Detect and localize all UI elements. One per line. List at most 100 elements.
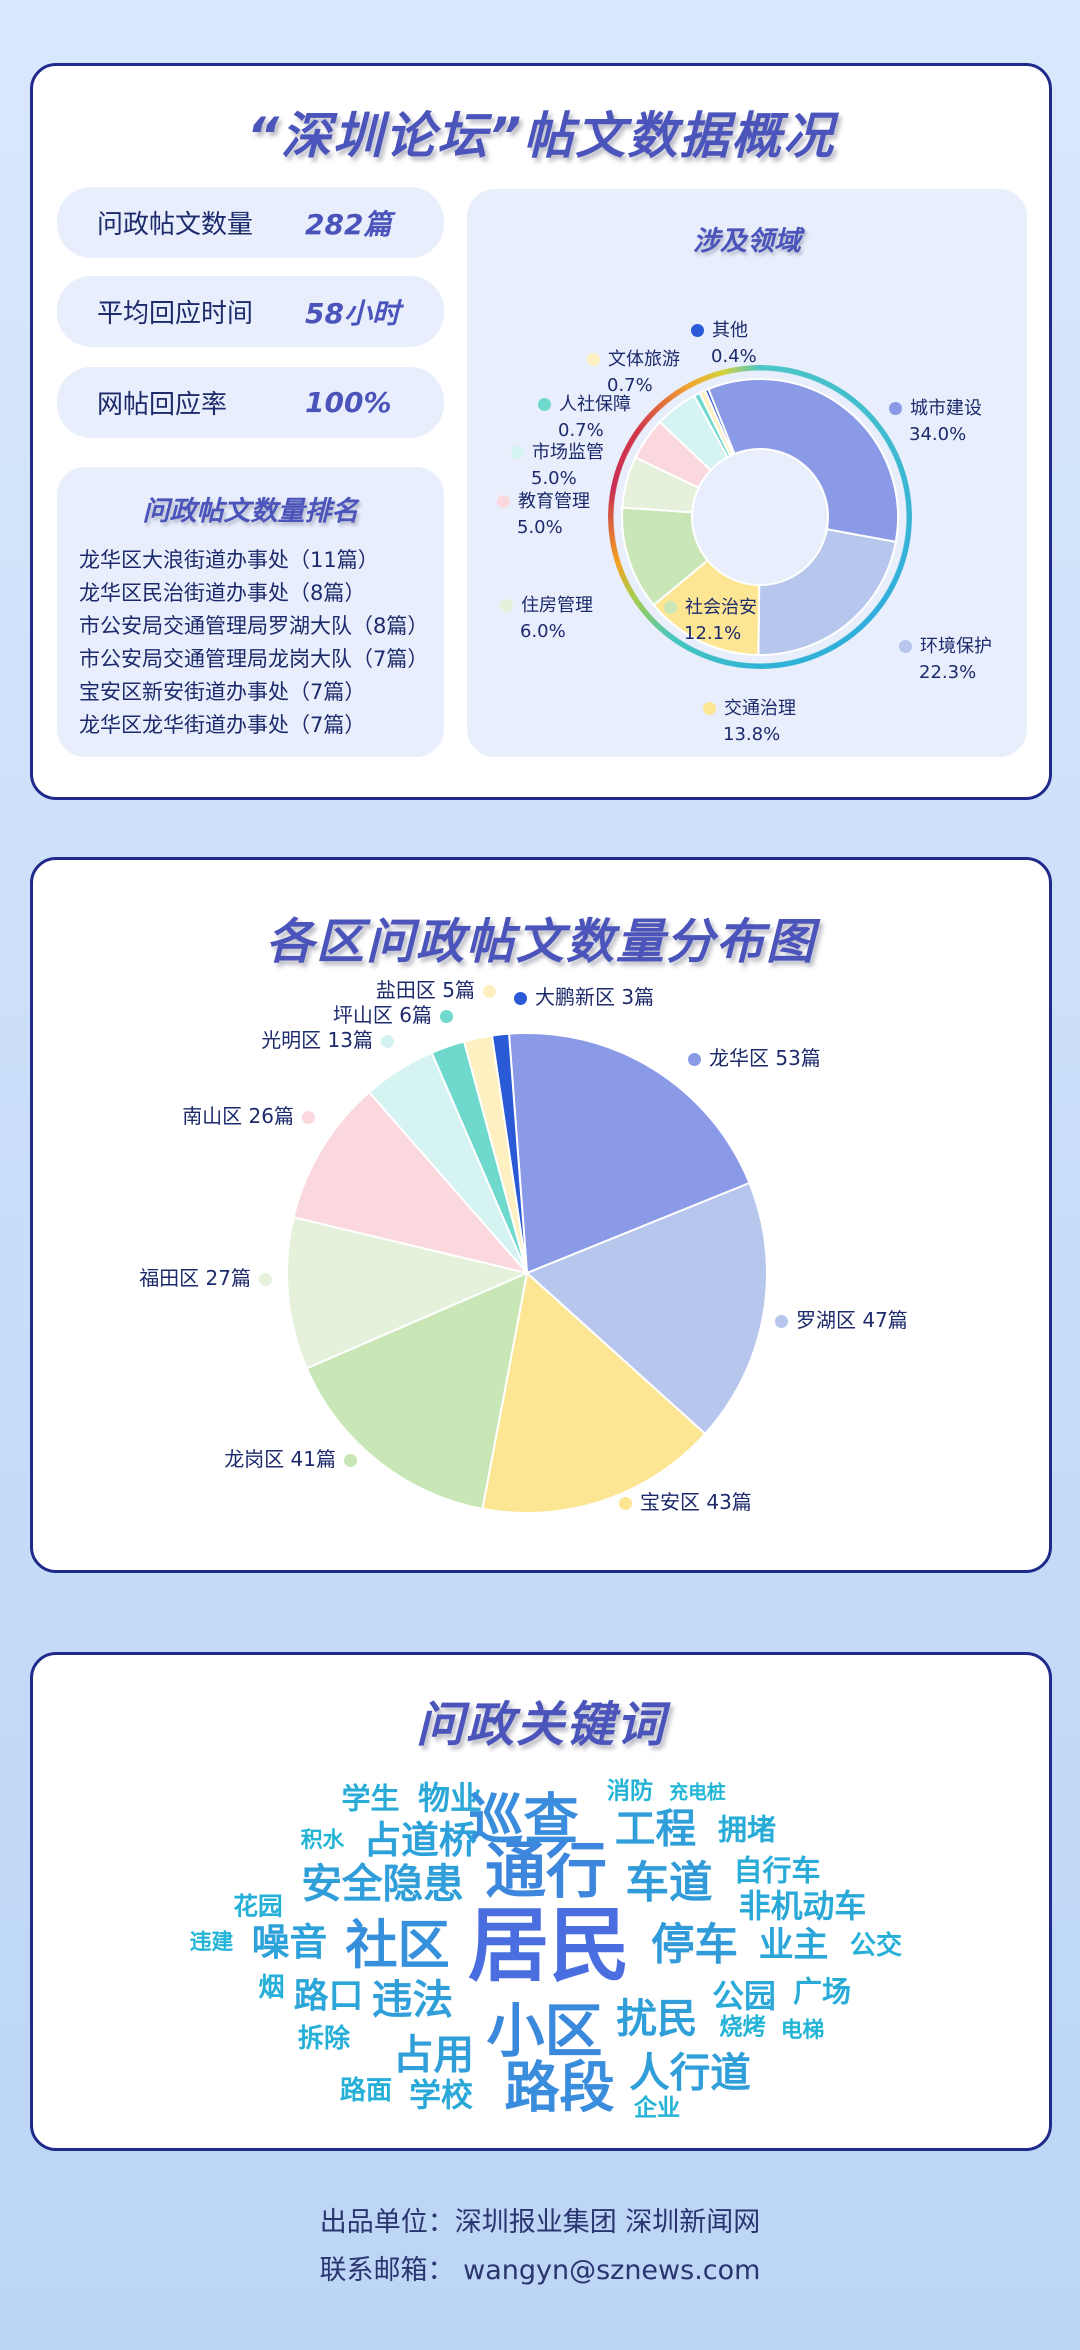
legend-dot — [259, 1273, 272, 1286]
district-label: 南山区 26篇 — [182, 1104, 323, 1128]
domain-label-name: 环境保护 — [920, 636, 992, 657]
district-label: 龙华区 53篇 — [680, 1046, 821, 1070]
ranking-panel: 问政帖文数量排名 龙华区大浪街道办事处（11篇） 龙华区民治街道办事处（8篇） 市公… — [57, 467, 444, 757]
stat-label: 问政帖文数量 — [97, 210, 254, 240]
keyword: 停车 — [651, 1919, 738, 1970]
keyword: 扰民 — [616, 1994, 698, 2043]
stat-label: 网帖回应率 — [97, 390, 228, 420]
legend-dot — [440, 1010, 453, 1023]
keyword: 拥堵 — [717, 1812, 777, 1847]
domain-label-name: 其他 — [712, 320, 748, 341]
domain-label: 文体旅游 0.7% — [587, 347, 680, 399]
legend-dot — [538, 398, 551, 411]
keyword: 违法 — [371, 1975, 454, 2024]
keyword: 车道 — [625, 1858, 713, 1909]
keyword: 人行道 — [629, 2048, 751, 2097]
district-label: 罗湖区 47篇 — [767, 1308, 908, 1332]
legend-dot — [664, 601, 677, 614]
keyword: 违建 — [189, 1929, 234, 1955]
district-label-text: 坪山区 6篇 — [332, 1003, 432, 1027]
stat-label: 平均回应时间 — [97, 299, 254, 329]
keyword: 居民 — [467, 1899, 631, 1994]
legend-dot — [688, 1053, 701, 1066]
district-pie-chart — [286, 1032, 768, 1514]
keyword: 通行 — [485, 1835, 607, 1907]
domain-slice — [703, 387, 736, 456]
ranking-item: 市公安局交通管理局罗湖大队（8篇） — [79, 614, 429, 638]
domain-label-value: 0.7% — [558, 420, 604, 441]
legend-dot — [497, 495, 510, 508]
legend-dot — [691, 324, 704, 337]
district-label-text: 宝安区 43篇 — [640, 1490, 752, 1514]
domain-slice — [757, 528, 897, 656]
domain-label: 环境保护 22.3% — [899, 634, 992, 686]
keyword: 公交 — [849, 1930, 903, 1961]
keyword: 消防 — [606, 1777, 654, 1805]
keyword: 路面 — [339, 2075, 393, 2106]
district-label: 盐田区 5篇 — [376, 978, 504, 1002]
domain-label-value: 12.1% — [684, 623, 742, 644]
keyword: 工程 — [614, 1804, 697, 1853]
legend-dot — [302, 1111, 315, 1124]
domain-label: 其他 0.4% — [691, 318, 757, 370]
district-slice — [525, 1181, 768, 1436]
legend-dot — [619, 1497, 632, 1510]
footer-email: 联系邮箱： wangyn@sznews.com — [319, 2255, 761, 2286]
district-slice — [481, 1271, 707, 1514]
legend-dot — [703, 702, 716, 715]
ranking-title: 问政帖文数量排名 — [142, 496, 359, 527]
district-label: 坪山区 6篇 — [333, 1003, 461, 1027]
keywords-title: 问政关键词 — [415, 1697, 666, 1753]
keyword: 自行车 — [733, 1853, 821, 1887]
district-label-text: 南山区 26篇 — [182, 1104, 294, 1128]
district-slice — [286, 1216, 531, 1370]
district-label-text: 光明区 13篇 — [261, 1028, 373, 1052]
keyword: 占用 — [392, 2030, 475, 2079]
domain-label-name: 教育管理 — [518, 491, 590, 512]
domain-label: 市场监管 5.0% — [511, 440, 604, 492]
keywords-card: 问政关键词 — [30, 1652, 1052, 2151]
legend-dot — [514, 992, 527, 1005]
domain-label-value: 5.0% — [531, 468, 577, 489]
legend-dot — [587, 353, 600, 366]
keyword: 占道桥 — [363, 1817, 477, 1862]
domain-label-value: 5.0% — [517, 517, 563, 538]
ranking-item: 龙华区大浪街道办事处（11篇） — [79, 548, 379, 572]
keyword: 学校 — [409, 2075, 473, 2114]
keyword: 电梯 — [780, 2018, 825, 2044]
keyword: 学生 — [341, 1781, 400, 1815]
domain-label-value: 0.4% — [711, 346, 757, 367]
domain-label-name: 城市建设 — [910, 398, 982, 419]
keyword: 社区 — [345, 1915, 450, 1976]
district-label-text: 盐田区 5篇 — [375, 978, 475, 1002]
district-label: 龙岗区 41篇 — [224, 1447, 365, 1471]
district-slice — [305, 1271, 529, 1510]
domain-label-name: 人社保障 — [559, 394, 631, 415]
keyword: 充电桩 — [669, 1782, 726, 1804]
domain-chart-title: 涉及领域 — [693, 226, 801, 257]
keyword: 公园 — [712, 1976, 776, 2015]
domain-label-value: 22.3% — [919, 662, 977, 683]
keyword: 巡查 — [468, 1786, 579, 1851]
keyword: 花园 — [233, 1891, 283, 1921]
domain-label-name: 住房管理 — [521, 595, 593, 616]
domain-label: 住房管理 6.0% — [500, 593, 593, 645]
ranking-item: 市公安局交通管理局龙岗大队（7篇） — [79, 647, 429, 671]
legend-dot — [889, 402, 902, 415]
stat-value: 282篇 — [305, 207, 392, 241]
keyword: 业主 — [758, 1925, 829, 1966]
stat-response-time: 平均回应时间 58小时 — [57, 276, 444, 347]
keyword: 安全隐患 — [301, 1859, 464, 1908]
domain-label-value: 0.7% — [607, 375, 653, 396]
district-label: 宝安区 43篇 — [611, 1490, 752, 1514]
domain-label-name: 文体旅游 — [608, 349, 680, 370]
district-slice — [507, 1032, 751, 1275]
district-label-text: 福田区 27篇 — [139, 1266, 251, 1290]
domain-donut-chart — [621, 378, 899, 657]
keyword: 非机动车 — [738, 1886, 867, 1925]
keyword: 噪音 — [251, 1919, 328, 1964]
legend-dot — [344, 1454, 357, 1467]
ranking-item: 龙华区龙华街道办事处（7篇） — [79, 713, 366, 737]
district-slice — [490, 1032, 528, 1274]
domain-label: 社会治安 12.1% — [664, 595, 757, 647]
